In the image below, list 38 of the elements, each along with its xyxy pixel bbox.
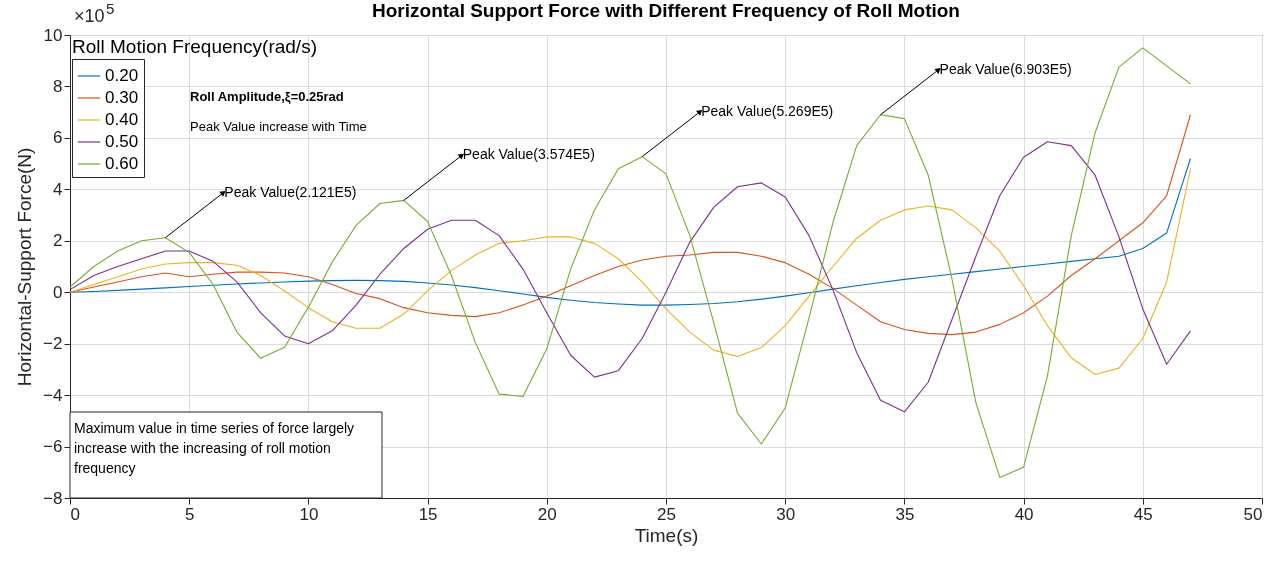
x-tick-label: 20	[537, 504, 557, 524]
y-axis-title: Horizontal-Support Force(N)	[14, 147, 36, 387]
y-tick-label: 4	[53, 179, 63, 199]
annotation: Peak Value(6.903E5)	[939, 60, 1072, 77]
x-tick-label: 50	[1243, 504, 1263, 524]
annotation: Peak Value increase with Time	[190, 119, 367, 134]
y-tick-label: −8	[43, 488, 63, 508]
chart-title: Horizontal Support Force with Different Frequency of Roll Motion	[372, 0, 960, 21]
annotation: Peak Value(2.121E5)	[224, 183, 357, 200]
legend-label: 0.50	[105, 132, 139, 151]
legend-label: 0.30	[105, 88, 139, 107]
annotation: Maximum value in time series of force largely increase with the increasing of roll motion frequency	[74, 420, 355, 476]
x-tick-label: 30	[776, 504, 796, 524]
x-tick-label: 5	[184, 504, 195, 524]
y-tick-label: 8	[53, 76, 63, 96]
x-tick-label: 0	[70, 504, 80, 524]
y-tick-label: 2	[53, 231, 63, 251]
annotation: Roll Amplitude,ξ=0.25rad	[190, 89, 344, 104]
y-tick-label: 0	[53, 282, 63, 302]
y-tick-label: −6	[43, 437, 63, 457]
annotation: Peak Value(5.269E5)	[701, 102, 834, 119]
x-tick-label: 35	[895, 504, 915, 524]
line-series	[70, 168, 1192, 376]
y-tick-label: −4	[43, 385, 63, 405]
legend-label: 0.60	[105, 154, 139, 173]
legend-label: 0.40	[105, 110, 139, 129]
legend-label: 0.20	[105, 66, 139, 85]
x-tick-label: 25	[657, 504, 676, 524]
y-tick-label: 10	[43, 25, 63, 45]
x-tick-label: 40	[1014, 504, 1034, 524]
x-axis-title: Time(s)	[634, 524, 699, 546]
legend-title: Roll Motion Frequency(rad/s)	[72, 36, 317, 57]
x-tick-label: 45	[1133, 504, 1153, 524]
y-tick-label: 6	[53, 128, 63, 148]
x-tick-label: 10	[299, 504, 319, 524]
x-tick-label: 15	[418, 504, 438, 524]
annotation: Peak Value(3.574E5)	[462, 146, 595, 163]
y-tick-label: −2	[43, 334, 63, 354]
